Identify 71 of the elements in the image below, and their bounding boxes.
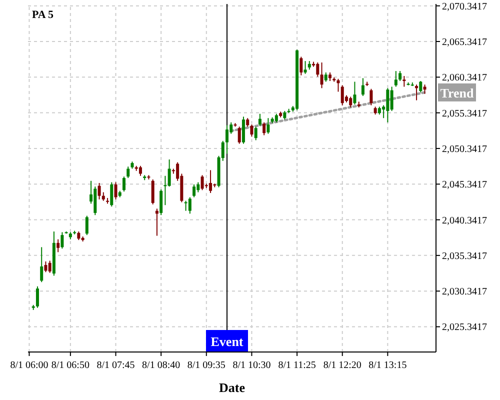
candlestick xyxy=(324,72,328,82)
candlestick xyxy=(138,165,142,176)
chart-title: PA 5 xyxy=(32,9,54,21)
candlestick xyxy=(394,70,398,88)
candlestick xyxy=(262,122,266,136)
x-axis-title: Date xyxy=(219,380,246,395)
candlestick xyxy=(114,182,118,200)
x-tick-label: 8/1 06:00 xyxy=(10,360,48,371)
y-tick-label: 2,060.3417 xyxy=(442,72,487,84)
candlestick xyxy=(98,182,101,200)
y-tick-label: 2,040.3417 xyxy=(442,215,487,226)
candlestick xyxy=(200,174,204,191)
x-tick-label: 8/1 09:35 xyxy=(187,360,226,371)
candlestick xyxy=(184,200,188,212)
candlestick xyxy=(415,84,418,101)
candlestick xyxy=(168,158,171,188)
candlestick xyxy=(386,88,390,123)
x-tick-label: 8/1 07:45 xyxy=(96,360,135,371)
candlestick xyxy=(402,76,406,88)
candlestick xyxy=(370,88,373,106)
candlestick xyxy=(340,84,344,106)
candlestick xyxy=(390,86,394,112)
candlestick xyxy=(122,176,126,192)
candlestick xyxy=(353,81,356,106)
x-tick-label: 8/1 12:20 xyxy=(323,360,362,371)
candlestick xyxy=(151,178,154,205)
y-tick-label: 2,065.3417 xyxy=(442,37,487,48)
candlestick xyxy=(349,96,352,108)
candlestick xyxy=(192,184,196,198)
candlestick xyxy=(40,246,44,283)
candlestick xyxy=(316,62,320,78)
y-tick-label: 2,050.3417 xyxy=(442,144,487,155)
candlestick xyxy=(160,188,163,216)
candlestick xyxy=(423,84,426,94)
candlestick xyxy=(250,124,254,138)
candlestick xyxy=(254,126,258,141)
candlestick xyxy=(398,70,402,82)
series-label: Trend xyxy=(440,85,474,100)
annotation: Event xyxy=(210,334,244,349)
candlestick xyxy=(196,182,200,193)
candlestick xyxy=(361,78,364,96)
y-tick-label: 2,045.3417 xyxy=(442,180,487,191)
candlestick xyxy=(226,124,228,154)
candlestick xyxy=(110,182,114,208)
candlestick xyxy=(419,80,422,93)
candlestick xyxy=(44,260,48,273)
candlestick xyxy=(242,116,245,144)
y-tick-label: 2,070.3417 xyxy=(442,1,487,12)
candlestick xyxy=(258,113,262,126)
x-tick-label: 8/1 13:15 xyxy=(368,360,407,371)
candlestick xyxy=(36,286,39,308)
candlestick xyxy=(126,166,130,178)
x-tick-label: 8/1 11:25 xyxy=(278,360,316,371)
y-tick-label: 2,035.3417 xyxy=(442,250,487,262)
candlestick xyxy=(238,126,241,144)
y-tick-label: 2,030.3417 xyxy=(442,286,487,298)
candlestick xyxy=(300,56,303,76)
candlestick xyxy=(85,215,88,236)
candlestick xyxy=(304,60,307,74)
candlestick xyxy=(209,170,212,194)
candlestick xyxy=(320,62,324,89)
candlestick xyxy=(188,196,192,214)
candlestick xyxy=(56,238,60,253)
x-tick-label: 8/1 08:40 xyxy=(142,360,180,371)
candlestick xyxy=(60,232,64,250)
candlestick xyxy=(48,260,52,274)
candlestick xyxy=(266,118,270,134)
y-tick-label: 2,025.3417 xyxy=(442,322,487,334)
y-tick-label: 2,055.3417 xyxy=(442,108,487,120)
x-tick-label: 8/1 10:30 xyxy=(232,360,271,371)
x-tick-label: 8/1 06:50 xyxy=(51,360,90,371)
